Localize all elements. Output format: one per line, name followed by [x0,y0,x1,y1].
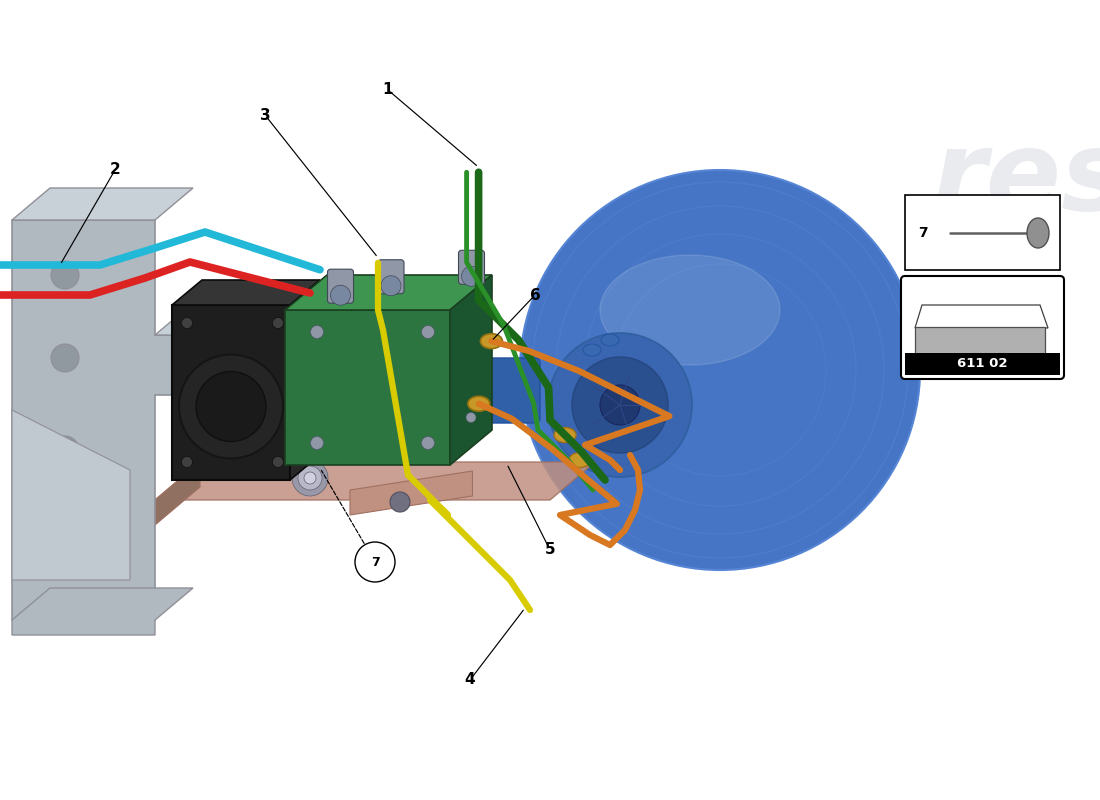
FancyBboxPatch shape [328,269,353,303]
Circle shape [310,437,323,450]
Ellipse shape [554,427,576,442]
Ellipse shape [481,334,503,349]
Text: 2: 2 [110,162,120,178]
Circle shape [421,437,434,450]
Circle shape [330,286,351,305]
Ellipse shape [1027,218,1049,248]
Circle shape [390,492,410,512]
Text: 7: 7 [918,226,927,240]
FancyBboxPatch shape [470,358,540,423]
Circle shape [381,276,402,296]
FancyBboxPatch shape [459,250,484,284]
Polygon shape [155,303,323,335]
Circle shape [51,261,79,289]
FancyBboxPatch shape [901,276,1064,379]
Text: 6: 6 [529,287,540,302]
Ellipse shape [601,334,619,346]
Text: 3: 3 [260,107,271,122]
Text: res: res [932,126,1100,234]
Circle shape [572,357,668,453]
Polygon shape [285,275,492,310]
Circle shape [600,385,640,425]
Polygon shape [285,310,450,465]
Circle shape [462,266,482,286]
Text: passion for parts since 1985: passion for parts since 1985 [833,261,968,339]
Polygon shape [350,471,473,515]
FancyBboxPatch shape [915,327,1045,354]
Text: S: S [595,326,705,474]
Circle shape [304,472,316,484]
Circle shape [421,326,434,338]
Circle shape [520,170,920,570]
Ellipse shape [569,453,591,467]
FancyBboxPatch shape [378,260,404,294]
Circle shape [179,354,283,458]
Polygon shape [155,462,595,500]
Circle shape [292,460,328,496]
Circle shape [548,333,692,477]
Circle shape [182,318,192,329]
Text: 611 02: 611 02 [957,357,1008,370]
Polygon shape [12,588,192,635]
Circle shape [182,457,192,467]
Polygon shape [290,280,320,480]
Circle shape [51,344,79,372]
Polygon shape [12,188,192,220]
Circle shape [273,318,284,329]
Polygon shape [450,275,492,465]
Polygon shape [172,305,290,480]
Circle shape [273,457,284,467]
Ellipse shape [600,255,780,365]
Text: 1: 1 [383,82,394,98]
FancyBboxPatch shape [905,353,1060,375]
Polygon shape [12,410,130,580]
Text: 5: 5 [544,542,556,558]
Ellipse shape [583,344,601,356]
Circle shape [51,436,79,464]
Circle shape [466,413,476,422]
Circle shape [196,371,266,442]
Ellipse shape [468,396,490,411]
Polygon shape [172,280,320,305]
Polygon shape [915,305,1048,328]
Circle shape [51,536,79,564]
Polygon shape [155,462,200,525]
Text: 7: 7 [371,555,380,569]
Polygon shape [12,220,285,620]
FancyBboxPatch shape [905,195,1060,270]
Circle shape [298,466,322,490]
Circle shape [310,326,323,338]
Text: 4: 4 [464,673,475,687]
Circle shape [355,542,395,582]
